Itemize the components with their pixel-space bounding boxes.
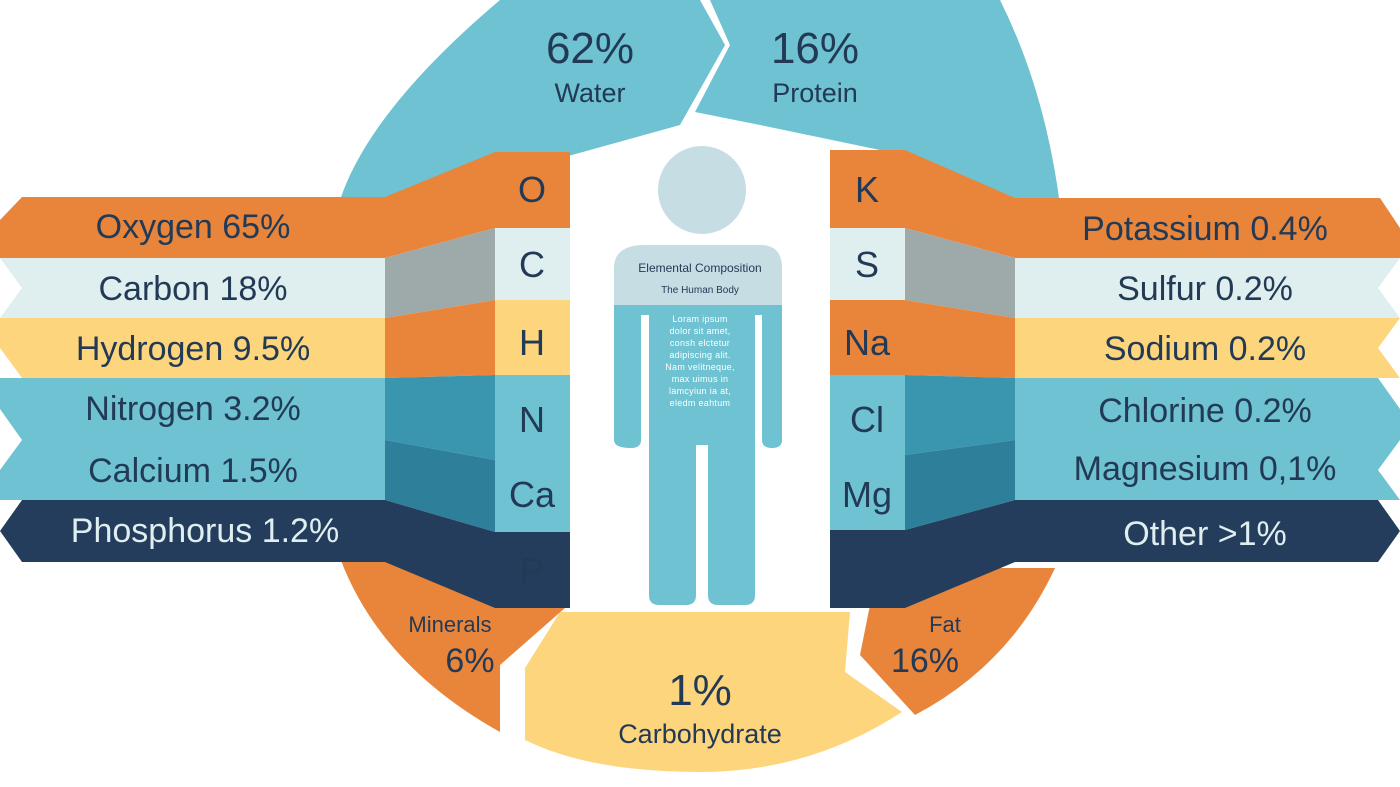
carbohydrate-segment <box>525 612 902 772</box>
protein-label: Protein <box>772 78 858 108</box>
figure-body-lower <box>614 305 782 605</box>
figure-body-upper <box>614 245 782 305</box>
body-lorem-line-5: Nam velitneque, <box>665 362 735 372</box>
protein-segment <box>695 0 1060 215</box>
body-lorem-line-3: consh elctetur <box>670 338 730 348</box>
left-element-label-phosphorus: Phosphorus 1.2% <box>71 512 339 550</box>
figure-head <box>658 146 746 234</box>
right-symbol-column <box>830 150 905 608</box>
right-symbol-potassium: K <box>855 169 879 210</box>
human-figure <box>614 146 782 605</box>
left-ribbons <box>0 197 385 562</box>
left-connectors <box>385 152 495 608</box>
right-element-label-sodium: Sodium 0.2% <box>1104 330 1306 368</box>
body-lorem-line-7: lamcyiun ia at, <box>669 386 731 396</box>
body-lorem-line-1: Loram ipsum <box>672 314 727 324</box>
left-symbol-phosphorus: P <box>520 550 544 591</box>
body-lorem-line-4: adipiscing alit. <box>669 350 730 360</box>
left-element-label-nitrogen: Nitrogen 3.2% <box>85 390 300 428</box>
water-label: Water <box>554 78 625 108</box>
right-connectors <box>905 150 1015 608</box>
left-element-label-carbon: Carbon 18% <box>98 270 287 308</box>
left-element-label-oxygen: Oxygen 65% <box>96 208 291 246</box>
fat-value: 16% <box>891 642 959 680</box>
water-segment <box>340 0 725 230</box>
body-subtitle: The Human Body <box>661 285 739 296</box>
carbohydrate-value: 1% <box>668 666 732 715</box>
left-symbol-calcium: Ca <box>509 474 556 515</box>
left-symbol-oxygen: O <box>518 169 546 210</box>
minerals-label: Minerals <box>408 612 491 637</box>
right-element-label-chlorine: Chlorine 0.2% <box>1098 392 1312 430</box>
minerals-value: 6% <box>445 642 494 680</box>
left-symbol-carbon: C <box>519 244 545 285</box>
carbohydrate-label: Carbohydrate <box>618 719 782 749</box>
fat-label: Fat <box>929 612 961 637</box>
right-element-label-potassium: Potassium 0.4% <box>1082 210 1328 248</box>
left-symbol-column <box>495 152 570 608</box>
right-symbol-sulfur: S <box>855 244 879 285</box>
right-ribbons <box>1015 198 1400 562</box>
body-lorem-line-8: eledm eahtum <box>670 398 731 408</box>
body-lorem-line-6: max uimus in <box>672 374 729 384</box>
right-symbol-chlorine: Cl <box>850 399 884 440</box>
left-element-label-hydrogen: Hydrogen 9.5% <box>76 330 310 368</box>
left-symbol-nitrogen: N <box>519 399 545 440</box>
body-lorem-line-2: dolor sit amet, <box>669 326 730 336</box>
body-title: Elemental Composition <box>638 261 761 275</box>
right-element-label-sulfur: Sulfur 0.2% <box>1117 270 1293 308</box>
water-value: 62% <box>546 24 634 73</box>
right-element-label-other: Other >1% <box>1123 515 1286 553</box>
left-symbol-hydrogen: H <box>519 322 545 363</box>
right-element-label-magnesium: Magnesium 0,1% <box>1074 450 1337 488</box>
right-symbol-magnesium: Mg <box>842 474 892 515</box>
left-element-label-calcium: Calcium 1.5% <box>88 452 298 490</box>
protein-value: 16% <box>771 24 859 73</box>
right-symbol-sodium: Na <box>844 322 891 363</box>
